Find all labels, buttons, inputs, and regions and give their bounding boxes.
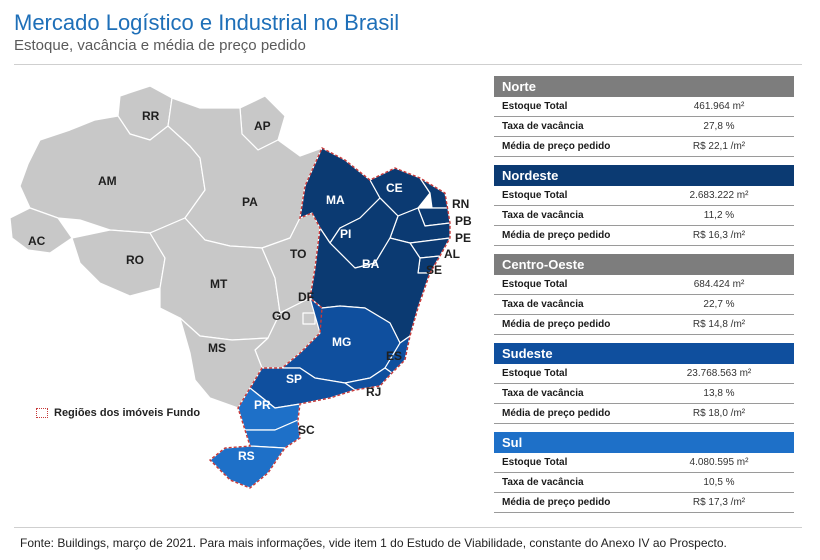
row-value: 684.424 m² [693,279,745,290]
row-value: 23.768.563 m² [686,368,752,379]
table-row: Estoque Total 4.080.595 m² [494,453,794,473]
table-row: Taxa de vacância 13,8 % [494,384,794,404]
row-value: R$ 16,3 /m² [692,230,746,241]
gray-states [9,85,323,409]
label-ma: MA [326,193,345,207]
label-mt: MT [210,277,228,291]
table-row: Estoque Total 2.683.222 m² [494,186,794,206]
row-label: Média de preço pedido [502,141,611,152]
footer-divider [14,527,802,528]
table-row: Taxa de vacância 11,2 % [494,206,794,226]
table-row: Estoque Total 461.964 m² [494,97,794,117]
row-label: Taxa de vacância [502,477,584,488]
label-pe: PE [455,231,471,245]
row-value: 4.080.595 m² [689,457,749,468]
region-header: Sudeste [494,343,794,364]
label-rn: RN [452,197,469,211]
table-row: Média de preço pedido R$ 18,0 /m² [494,404,794,424]
sul-states [209,387,301,489]
row-value: R$ 18,0 /m² [692,408,746,419]
label-go: GO [272,309,291,323]
row-label: Estoque Total [502,457,568,468]
legend-label: Regiões dos imóveis Fundo [54,407,201,419]
state-ac[interactable] [9,207,73,254]
region-tables: Norte Estoque Total 461.964 m² Taxa de va… [494,76,794,521]
fund-region-swatch [36,408,48,418]
row-value: 22,7 % [703,299,735,310]
row-label: Estoque Total [502,279,568,290]
region-header: Norte [494,76,794,97]
label-ap: AP [254,119,271,133]
table-row: Taxa de vacância 22,7 % [494,295,794,315]
label-se: SE [426,263,442,277]
region-header: Centro-Oeste [494,254,794,275]
brazil-map: RR AP AM PA AC RO TO MT DF GO MS MA CE R… [9,85,472,489]
row-label: Estoque Total [502,190,568,201]
label-pa: PA [242,195,258,209]
row-value: 2.683.222 m² [689,190,749,201]
label-pr: PR [254,398,271,412]
table-row: Estoque Total 23.768.563 m² [494,364,794,384]
label-sc: SC [298,423,315,437]
label-rr: RR [142,109,160,123]
state-df[interactable] [302,312,316,325]
label-df: DF [298,290,314,304]
label-pb: PB [455,214,472,228]
table-row: Média de preço pedido R$ 16,3 /m² [494,226,794,246]
label-ce: CE [386,181,403,195]
label-to: TO [290,247,306,261]
row-label: Taxa de vacância [502,299,584,310]
row-label: Taxa de vacância [502,388,584,399]
label-rj: RJ [366,385,381,399]
label-sp: SP [286,372,302,386]
header-divider [14,64,802,65]
row-value: 27,8 % [703,121,735,132]
row-label: Estoque Total [502,368,568,379]
map-legend: Regiões dos imóveis Fundo [36,407,200,419]
row-value: 461.964 m² [693,101,745,112]
label-al: AL [444,247,460,261]
region-table-nordeste: Nordeste Estoque Total 2.683.222 m² Taxa … [494,165,794,246]
table-row: Taxa de vacância 10,5 % [494,473,794,493]
row-value: 11,2 % [703,210,735,221]
label-ba: BA [362,257,380,271]
table-row: Média de preço pedido R$ 22,1 /m² [494,137,794,157]
label-am: AM [98,174,117,188]
label-rs: RS [238,449,255,463]
label-es: ES [386,349,402,363]
row-label: Média de preço pedido [502,319,611,330]
table-row: Taxa de vacância 27,8 % [494,117,794,137]
row-value: R$ 22,1 /m² [692,141,746,152]
table-row: Média de preço pedido R$ 14,8 /m² [494,315,794,335]
row-value: R$ 17,3 /m² [692,497,746,508]
table-row: Estoque Total 684.424 m² [494,275,794,295]
row-value: 13,8 % [703,388,735,399]
state-rs[interactable] [209,445,286,489]
label-pi: PI [340,227,351,241]
page-subtitle: Estoque, vacância e média de preço pedid… [14,37,306,54]
label-ac: AC [28,234,46,248]
region-table-sul: Sul Estoque Total 4.080.595 m² Taxa de va… [494,432,794,513]
row-label: Taxa de vacância [502,121,584,132]
source-footnote: Fonte: Buildings, março de 2021. Para ma… [20,536,727,550]
label-ms: MS [208,341,226,355]
row-label: Média de preço pedido [502,408,611,419]
row-label: Média de preço pedido [502,230,611,241]
row-label: Estoque Total [502,101,568,112]
region-table-sudeste: Sudeste Estoque Total 23.768.563 m² Taxa … [494,343,794,424]
state-ro[interactable] [71,229,166,297]
row-label: Média de preço pedido [502,497,611,508]
page-title: Mercado Logístico e Industrial no Brasil [14,10,400,35]
label-ro: RO [126,253,144,267]
fund-region-outline [208,147,451,489]
region-table-norte: Norte Estoque Total 461.964 m² Taxa de va… [494,76,794,157]
region-table-centro-oeste: Centro-Oeste Estoque Total 684.424 m² Tax… [494,254,794,335]
region-header: Sul [494,432,794,453]
row-value: R$ 14,8 /m² [692,319,746,330]
table-row: Média de preço pedido R$ 17,3 /m² [494,493,794,513]
row-value: 10,5 % [703,477,735,488]
label-mg: MG [332,335,351,349]
row-label: Taxa de vacância [502,210,584,221]
region-header: Nordeste [494,165,794,186]
